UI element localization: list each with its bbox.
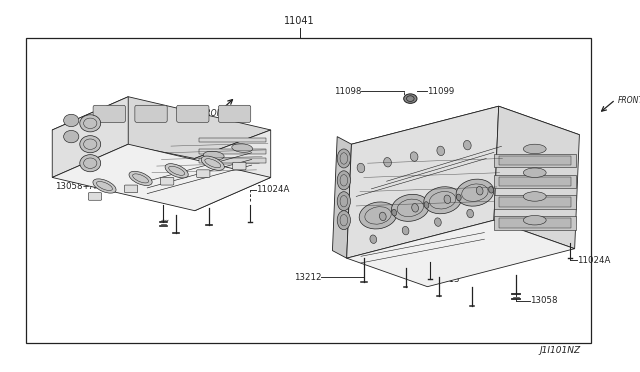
Bar: [494, 174, 575, 188]
FancyBboxPatch shape: [124, 185, 138, 193]
Ellipse shape: [232, 144, 253, 153]
Polygon shape: [494, 106, 579, 249]
Text: 11024A: 11024A: [577, 256, 610, 264]
Polygon shape: [347, 220, 575, 287]
Ellipse shape: [359, 202, 397, 229]
Ellipse shape: [129, 171, 152, 186]
Bar: [494, 196, 575, 209]
Ellipse shape: [165, 164, 188, 178]
Polygon shape: [351, 106, 579, 173]
Text: 13058: 13058: [530, 296, 557, 305]
Ellipse shape: [437, 146, 445, 155]
Ellipse shape: [337, 149, 351, 168]
Text: 13058+A: 13058+A: [55, 182, 96, 192]
Ellipse shape: [412, 203, 419, 212]
Ellipse shape: [63, 114, 79, 126]
Bar: [200, 138, 266, 142]
Ellipse shape: [402, 227, 409, 235]
Bar: [499, 176, 571, 186]
Ellipse shape: [467, 209, 474, 218]
Ellipse shape: [337, 192, 351, 211]
Bar: [499, 198, 571, 207]
Text: FRONT: FRONT: [618, 96, 640, 105]
Ellipse shape: [435, 218, 441, 226]
FancyBboxPatch shape: [93, 105, 125, 122]
Ellipse shape: [489, 186, 493, 193]
Polygon shape: [52, 144, 271, 211]
Ellipse shape: [456, 194, 461, 201]
Ellipse shape: [337, 171, 351, 190]
Bar: [200, 149, 266, 154]
Text: 13213: 13213: [432, 275, 460, 283]
Ellipse shape: [424, 202, 429, 208]
Polygon shape: [195, 130, 271, 211]
Bar: [494, 154, 575, 167]
FancyBboxPatch shape: [233, 162, 246, 170]
Ellipse shape: [410, 152, 418, 161]
Ellipse shape: [384, 157, 392, 167]
Text: 11024A: 11024A: [257, 185, 290, 194]
Bar: [26, 38, 591, 343]
Ellipse shape: [201, 156, 225, 170]
FancyBboxPatch shape: [177, 105, 209, 122]
Ellipse shape: [63, 131, 79, 143]
Ellipse shape: [80, 155, 100, 172]
Ellipse shape: [456, 179, 494, 206]
Ellipse shape: [524, 144, 546, 154]
Ellipse shape: [524, 215, 546, 225]
Text: FRONT: FRONT: [202, 109, 227, 118]
FancyBboxPatch shape: [88, 193, 102, 200]
Ellipse shape: [80, 115, 100, 132]
Text: 13212: 13212: [294, 273, 321, 282]
Ellipse shape: [93, 179, 116, 193]
Ellipse shape: [444, 195, 451, 203]
Ellipse shape: [380, 212, 386, 221]
FancyBboxPatch shape: [196, 170, 210, 177]
Bar: [499, 218, 571, 228]
Ellipse shape: [524, 168, 546, 177]
Ellipse shape: [370, 235, 377, 243]
Ellipse shape: [524, 192, 546, 201]
Ellipse shape: [463, 141, 471, 150]
Bar: [200, 158, 266, 163]
Polygon shape: [332, 137, 351, 258]
Text: 11099: 11099: [428, 87, 454, 96]
Bar: [494, 217, 575, 230]
Text: J1I101NZ: J1I101NZ: [540, 346, 580, 355]
FancyBboxPatch shape: [161, 177, 174, 185]
Ellipse shape: [476, 186, 483, 195]
Ellipse shape: [424, 187, 461, 214]
Polygon shape: [52, 97, 128, 177]
Ellipse shape: [204, 151, 224, 160]
FancyBboxPatch shape: [218, 105, 251, 122]
Ellipse shape: [392, 209, 397, 216]
Ellipse shape: [357, 163, 365, 173]
Polygon shape: [347, 106, 499, 258]
Polygon shape: [52, 97, 271, 158]
Text: 11098: 11098: [333, 87, 361, 96]
Text: 11041: 11041: [284, 16, 315, 26]
Ellipse shape: [404, 94, 417, 103]
Ellipse shape: [80, 136, 100, 153]
Bar: [499, 155, 571, 165]
Ellipse shape: [337, 211, 351, 230]
Ellipse shape: [392, 194, 429, 221]
FancyBboxPatch shape: [135, 105, 167, 122]
